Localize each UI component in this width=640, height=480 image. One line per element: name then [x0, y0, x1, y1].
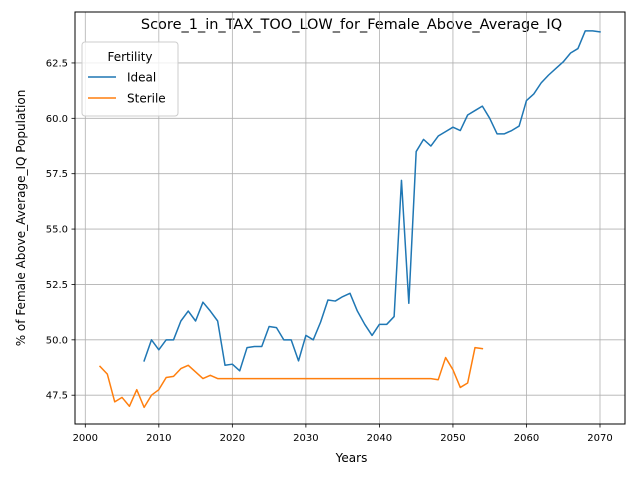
series-group — [98, 30, 601, 409]
y-tick-label: 57.5 — [46, 169, 68, 180]
x-tick-label: 2040 — [367, 433, 392, 444]
legend: Fertility Ideal Sterile — [81, 41, 179, 117]
y-tick-label: 55.0 — [46, 225, 68, 236]
series-line-sterile — [98, 346, 484, 409]
y-tick-label: 60.0 — [46, 114, 68, 125]
x-tick-label: 2070 — [587, 433, 612, 444]
legend-title: Fertility — [107, 50, 152, 64]
x-tick-label: 2000 — [73, 433, 98, 444]
y-tick-label: 52.5 — [46, 280, 68, 291]
x-axis-ticks: 2000 2010 2020 2030 2040 2050 2060 2070 — [73, 424, 613, 444]
y-axis-label: % of Female Above_Average_IQ Population — [14, 90, 28, 347]
legend-label-sterile: Sterile — [127, 92, 166, 106]
chart-title: Score_1_in_TAX_TOO_LOW_for_Female_Above_… — [141, 17, 562, 33]
series-line-ideal — [143, 30, 601, 372]
x-tick-label: 2060 — [514, 433, 539, 444]
x-tick-label: 2020 — [220, 433, 245, 444]
y-axis-ticks: 47.5 50.0 52.5 55.0 57.5 60.0 62.5 — [46, 58, 75, 402]
x-tick-label: 2010 — [146, 433, 171, 444]
legend-label-ideal: Ideal — [127, 71, 156, 85]
x-tick-label: 2030 — [293, 433, 318, 444]
x-tick-label: 2050 — [440, 433, 465, 444]
plot-area-frame — [74, 11, 626, 425]
y-tick-label: 62.5 — [46, 58, 68, 69]
x-axis-label: Years — [335, 451, 368, 465]
grid — [75, 12, 625, 424]
y-tick-label: 50.0 — [46, 335, 68, 346]
y-tick-label: 47.5 — [46, 391, 68, 402]
